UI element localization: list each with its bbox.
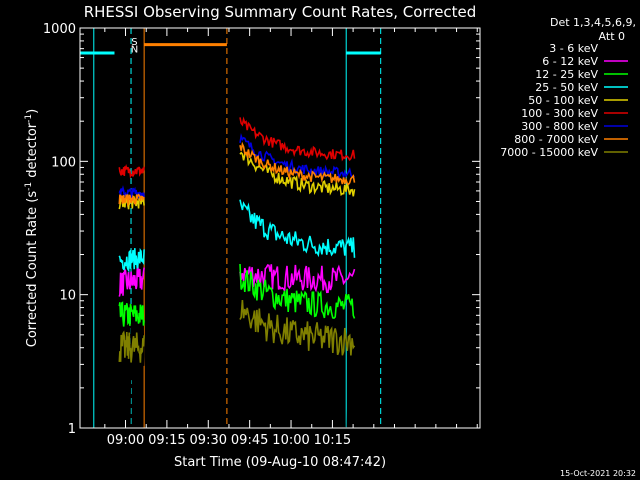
plot-area: SN [80, 28, 382, 429]
legend-label-8: 7000 - 15000 keV [500, 146, 598, 159]
y-tick-label-1: 10 [59, 289, 76, 304]
y-tick-label-3: 1000 [43, 22, 76, 37]
series-line-3-seg-1 [239, 199, 356, 258]
legend-header-attenuator: Att 0 [599, 30, 625, 43]
legend-label-7: 800 - 7000 keV [514, 133, 598, 146]
series-line-8-seg-0 [118, 330, 145, 363]
flag-label-1: N [131, 45, 138, 56]
series-line-5-seg-1 [239, 116, 356, 162]
x-axis-label: Start Time (09-Aug-10 08:47:42) [174, 455, 386, 470]
x-tick-label-5: 10:15 [314, 433, 351, 448]
legend-header-detectors: Det 1,3,4,5,6,9, [550, 16, 636, 29]
series-line-2-seg-0 [118, 301, 145, 327]
series-line-2-seg-1 [239, 263, 356, 319]
series-line-1-seg-1 [239, 264, 356, 294]
x-tick-label-4: 10:00 [272, 433, 309, 448]
legend-label-4: 50 - 100 keV [528, 94, 598, 107]
y-axis-label: Corrected Count Rate (s-1 detector-1) [24, 109, 40, 347]
chart-title: RHESSI Observing Summary Count Rates, Co… [84, 3, 477, 21]
legend-label-3: 25 - 50 keV [535, 81, 598, 94]
x-tick-label-1: 09:15 [148, 433, 185, 448]
y-axis: 1 10 100 1000 [43, 22, 480, 437]
series-line-7-seg-0 [118, 193, 145, 207]
x-tick-label-0: 09:00 [107, 433, 144, 448]
footer-timestamp: 15-Oct-2021 20:32 [560, 469, 636, 478]
y-tick-label-2: 100 [51, 155, 76, 170]
y-tick-label-0: 1 [68, 422, 76, 437]
x-tick-label-2: 09:30 [190, 433, 227, 448]
series-line-8-seg-1 [239, 299, 356, 356]
legend-label-6: 300 - 800 keV [521, 120, 598, 133]
legend-label-0: 3 - 6 keV [549, 42, 598, 55]
x-tick-label-3: 09:45 [231, 433, 268, 448]
plot-frame [79, 27, 481, 429]
series-line-3-seg-0 [118, 247, 145, 273]
series-line-5-seg-0 [118, 163, 145, 180]
legend-label-5: 100 - 300 keV [521, 107, 598, 120]
x-axis: 09:00 09:15 09:30 09:45 10:00 10:15 [104, 28, 478, 448]
series-line-0-seg-1 [239, 254, 356, 429]
legend-label-2: 12 - 25 keV [535, 68, 598, 81]
flag-label-0: S [131, 37, 137, 48]
legend-label-1: 6 - 12 keV [542, 55, 598, 68]
series-line-6-seg-1 [239, 133, 355, 181]
series-line-1-seg-0 [118, 265, 145, 297]
series-line-7-seg-1 [239, 141, 356, 186]
